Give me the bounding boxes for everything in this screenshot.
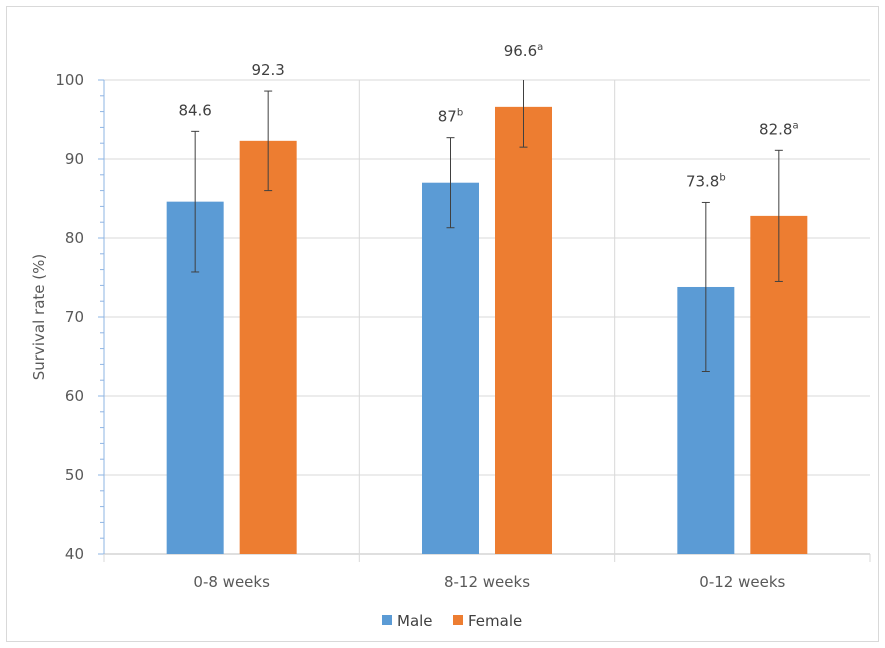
- x-tick-label: 8-12 weeks: [444, 573, 530, 591]
- data-label-female-1: 96.6a: [504, 42, 544, 60]
- x-tick-label: 0-8 weeks: [193, 573, 270, 591]
- data-label-male-2: 73.8b: [686, 172, 726, 190]
- data-label-female-0: 92.3: [251, 61, 284, 79]
- data-label-male-0: 84.6: [178, 101, 211, 119]
- x-tick-label: 0-12 weeks: [699, 573, 785, 591]
- y-axis-title: Survival rate (%): [30, 254, 48, 380]
- y-tick-label: 40: [65, 545, 84, 563]
- legend-swatch-female: [453, 615, 463, 625]
- y-tick-label: 80: [65, 229, 84, 247]
- legend-label-female: Female: [468, 612, 522, 630]
- bar-female-1: [495, 106, 552, 555]
- legend-swatch-male: [382, 615, 392, 625]
- data-label-female-2: 82.8a: [759, 120, 799, 138]
- y-tick-label: 100: [55, 71, 84, 89]
- data-label-male-1: 87b: [438, 108, 463, 126]
- legend-label-male: Male: [397, 612, 433, 630]
- y-tick-label: 70: [65, 308, 84, 326]
- y-tick-label: 50: [65, 466, 84, 484]
- y-tick-label: 90: [65, 150, 84, 168]
- y-tick-label: 60: [65, 387, 84, 405]
- bar-male-1: [422, 182, 479, 554]
- bar-female-0: [239, 140, 297, 554]
